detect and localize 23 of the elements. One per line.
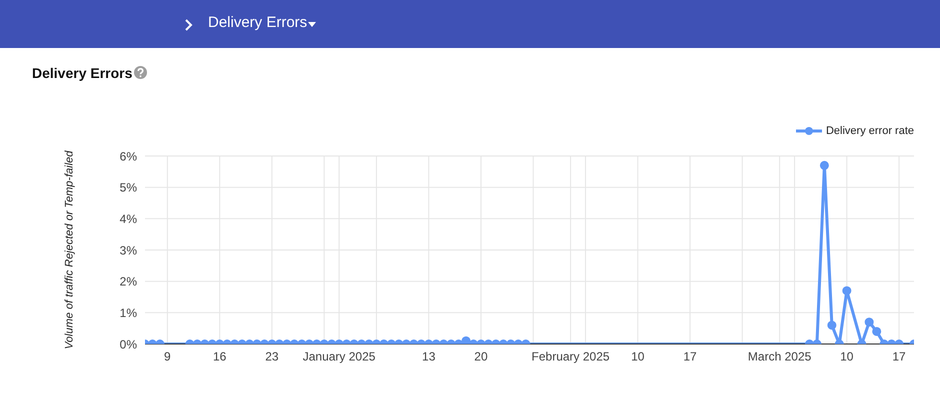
x-tick-label: 9	[164, 350, 172, 364]
y-axis-title: Volume of traffic Rejected or Temp-failed	[64, 150, 76, 350]
y-tick-label: 3%	[120, 243, 138, 258]
x-tick-label: 10	[840, 350, 854, 364]
x-tick-label: 10	[631, 350, 645, 364]
x-tick-label: 13	[422, 350, 436, 364]
x-tick-label: March 2025	[748, 350, 812, 364]
x-tick-label: 16	[212, 350, 227, 364]
y-tick-label: 5%	[120, 180, 138, 195]
x-tick-label: February 2025	[532, 350, 610, 364]
x-tick-label: 20	[474, 350, 488, 364]
y-tick-label: 0%	[120, 337, 138, 352]
chart-title: Delivery Errors	[32, 65, 134, 81]
y-tick-label: 4%	[120, 212, 138, 226]
x-tick-label: 17	[683, 350, 698, 364]
y-tick-label: 6%	[120, 149, 138, 164]
x-tick-label: January 2025	[302, 350, 376, 364]
text: Delivery Errors	[208, 14, 308, 31]
y-tick-label: 1%	[120, 306, 138, 320]
legend-label: Delivery error rate	[824, 125, 914, 137]
y-tick-label: 2%	[120, 274, 138, 289]
x-tick-label: 23	[265, 350, 279, 364]
x-tick-label: 17	[892, 350, 906, 364]
